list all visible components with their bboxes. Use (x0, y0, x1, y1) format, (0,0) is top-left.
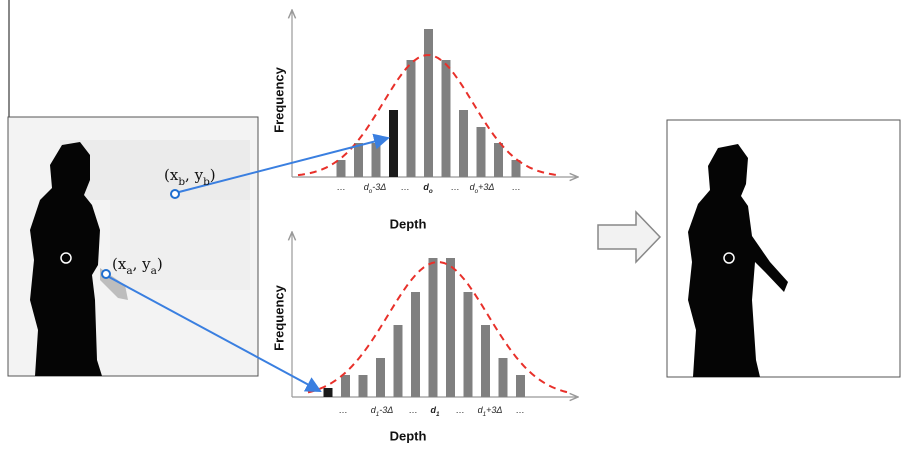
bar (511, 160, 521, 177)
subscript: 1 (436, 411, 440, 418)
bar (459, 110, 468, 177)
text-part: d (423, 182, 429, 192)
bar (406, 60, 416, 177)
subscript: a (151, 265, 157, 277)
text-part: … (516, 405, 525, 415)
text-part: ) (157, 255, 163, 273)
x-tick-label: … (451, 182, 460, 192)
text-part: d (371, 405, 377, 415)
y-axis-label: Frequency (271, 284, 286, 351)
bar (481, 325, 490, 397)
bar (389, 110, 398, 177)
text-part: … (337, 182, 346, 192)
bar (393, 325, 403, 397)
x-axis-label: Depth (390, 216, 427, 231)
gaussian-fit (307, 261, 569, 394)
text-part: … (512, 182, 521, 192)
point-label: (xb, yb) (164, 166, 216, 188)
text-part: … (456, 405, 465, 415)
subscript: b (203, 176, 210, 188)
gaussian-fit (297, 54, 559, 177)
bar (371, 143, 381, 177)
point-marker (101, 269, 111, 279)
subscript: a (126, 265, 132, 277)
point-label: (xa, ya) (112, 255, 163, 277)
text-part: d (430, 405, 436, 415)
pointer-arrow (178, 133, 390, 193)
text-part: +3Δ (478, 182, 494, 192)
bar (446, 258, 455, 397)
x-tick-label: do-3Δ (364, 182, 387, 195)
x-axis-label: Depth (390, 428, 427, 443)
text-part: ) (210, 166, 216, 184)
text-part: , y (133, 255, 152, 273)
depth-image-right (666, 119, 901, 378)
text-part: (x (112, 255, 127, 273)
bar (376, 358, 385, 397)
x-tick-label: … (337, 182, 346, 192)
text-part: … (451, 182, 460, 192)
text-part: , y (185, 166, 204, 184)
point-marker (170, 189, 180, 199)
bar (476, 127, 486, 177)
x-tick-label: … (401, 182, 410, 192)
x-tick-label: … (339, 405, 348, 415)
bar (341, 375, 350, 397)
text-part: (x (164, 166, 179, 184)
text-part: +3Δ (486, 405, 502, 415)
bar (424, 29, 433, 177)
text-part: … (401, 182, 410, 192)
text-part: d (364, 182, 370, 192)
x-tick-label: d1+3Δ (478, 405, 503, 418)
x-tick-label: do+3Δ (470, 182, 495, 195)
text-part: d (470, 182, 476, 192)
subscript: o (369, 188, 373, 195)
bar (336, 160, 346, 177)
subscript: o (429, 188, 433, 195)
pointer-arrow (108, 276, 322, 392)
subscript: b (178, 176, 185, 188)
block-arrow (597, 210, 662, 264)
bar (494, 143, 503, 177)
x-tick-label: d1-3Δ (371, 405, 394, 418)
y-axis-label: Frequency (271, 66, 286, 133)
x-tick-label: d1 (430, 405, 440, 418)
text-part: -3Δ (379, 405, 393, 415)
bar (441, 60, 451, 177)
text-part: … (339, 405, 348, 415)
bar (411, 292, 420, 397)
subscript: o (475, 188, 479, 195)
text-part: … (409, 405, 418, 415)
subscript: 1 (376, 411, 380, 418)
text-part: d (478, 405, 484, 415)
subscript: 1 (483, 411, 487, 418)
x-tick-label: … (512, 182, 521, 192)
x-tick-label: … (456, 405, 465, 415)
bar (498, 358, 508, 397)
bar (354, 143, 363, 177)
x-tick-label: do (423, 182, 433, 195)
x-tick-label: … (516, 405, 525, 415)
text-part: -3Δ (372, 182, 386, 192)
bar (428, 258, 438, 397)
bar (323, 388, 333, 397)
bar (516, 375, 525, 397)
bar (358, 375, 368, 397)
bar (463, 292, 473, 397)
x-tick-label: … (409, 405, 418, 415)
depth-image-left (7, 116, 259, 377)
